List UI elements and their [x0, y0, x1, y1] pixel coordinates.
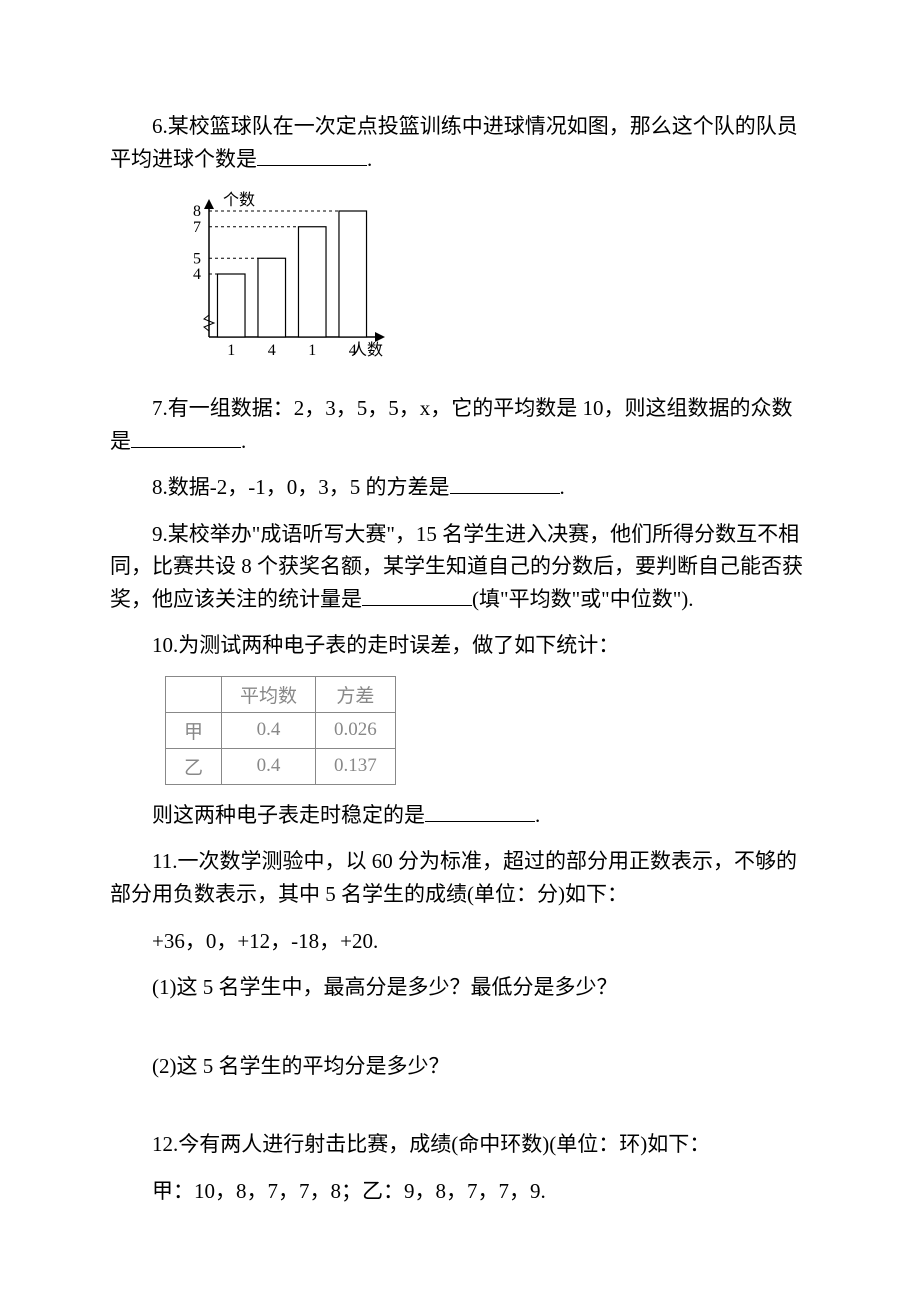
table-header: 方差 [316, 676, 396, 712]
q6-chart: 45781414个数人数 [165, 189, 810, 374]
table-header: 平均数 [222, 676, 316, 712]
bar-chart-svg: 45781414个数人数 [165, 189, 395, 369]
svg-text:1: 1 [227, 342, 235, 359]
q9-text-b: (填"平均数"或"中位数"). [472, 587, 694, 611]
table-cell: 乙 [166, 748, 222, 784]
svg-text:8: 8 [193, 203, 201, 220]
svg-text:4: 4 [193, 266, 201, 283]
question-10b: 则这两种电子表走时稳定的是. [110, 799, 810, 832]
q10b-blank [425, 800, 535, 822]
svg-text:个数: 个数 [223, 191, 255, 209]
question-7: 7.有一组数据：2，3，5，5，x，它的平均数是 10，则这组数据的众数是. [110, 392, 810, 457]
q7-text-b: . [241, 429, 246, 453]
q10-table: 平均数方差甲0.40.026乙0.40.137 [165, 676, 396, 785]
q8-text-b: . [560, 475, 565, 499]
svg-text:7: 7 [193, 219, 201, 236]
question-8: 8.数据-2，-1，0，3，5 的方差是. [110, 471, 810, 504]
question-10: 10.为测试两种电子表的走时误差，做了如下统计： [110, 629, 810, 662]
question-12: 12.今有两人进行射击比赛，成绩(命中环数)(单位：环)如下： [110, 1128, 810, 1161]
q6-text-b: . [367, 147, 372, 171]
q11-sub2: (2)这 5 名学生的平均分是多少？ [152, 1054, 450, 1078]
q6-blank [257, 144, 367, 166]
table-cell: 0.4 [222, 712, 316, 748]
q10-text: 10.为测试两种电子表的走时误差，做了如下统计： [152, 633, 619, 657]
q9-blank [362, 584, 472, 606]
q8-blank [450, 472, 560, 494]
svg-text:人数: 人数 [351, 341, 383, 359]
svg-text:5: 5 [193, 250, 201, 267]
q7-blank [131, 426, 241, 448]
table-cell: 0.137 [316, 748, 396, 784]
table-cell: 甲 [166, 712, 222, 748]
table-header [166, 676, 222, 712]
q6-text-a: 6.某校篮球队在一次定点投篮训练中进球情况如图，那么这个队的队员平均进球个数是 [110, 114, 798, 171]
table-cell: 0.026 [316, 712, 396, 748]
question-11: 11.一次数学测验中，以 60 分为标准，超过的部分用正数表示，不够的部分用负数… [110, 845, 810, 910]
q8-text-a: 8.数据-2，-1，0，3，5 的方差是 [152, 475, 450, 499]
q11-text: 11.一次数学测验中，以 60 分为标准，超过的部分用正数表示，不够的部分用负数… [110, 849, 797, 906]
q12-data: 甲：10，8，7，7，8；乙：9，8，7，7，9. [152, 1179, 546, 1203]
table-row: 乙0.40.137 [166, 748, 396, 784]
question-11-sub1: (1)这 5 名学生中，最高分是多少？最低分是多少？ [110, 971, 810, 1004]
svg-text:4: 4 [268, 342, 276, 359]
q10b-text-b: . [535, 803, 540, 827]
q11-data: +36，0，+12，-18，+20. [152, 929, 378, 953]
svg-text:1: 1 [308, 342, 316, 359]
question-9: 9.某校举办"成语听写大赛"，15 名学生进入决赛，他们所得分数互不相同，比赛共… [110, 518, 810, 616]
question-6: 6.某校篮球队在一次定点投篮训练中进球情况如图，那么这个队的队员平均进球个数是. [110, 110, 810, 175]
question-11-sub2: (2)这 5 名学生的平均分是多少？ [110, 1050, 810, 1083]
q10b-text-a: 则这两种电子表走时稳定的是 [152, 803, 425, 827]
table-row: 甲0.40.026 [166, 712, 396, 748]
table-cell: 0.4 [222, 748, 316, 784]
question-11-data: +36，0，+12，-18，+20. [110, 925, 810, 958]
question-12-data: 甲：10，8，7，7，8；乙：9，8，7，7，9. [110, 1175, 810, 1208]
q12-text: 12.今有两人进行射击比赛，成绩(命中环数)(单位：环)如下： [152, 1132, 710, 1156]
q11-sub1: (1)这 5 名学生中，最高分是多少？最低分是多少？ [152, 975, 618, 999]
